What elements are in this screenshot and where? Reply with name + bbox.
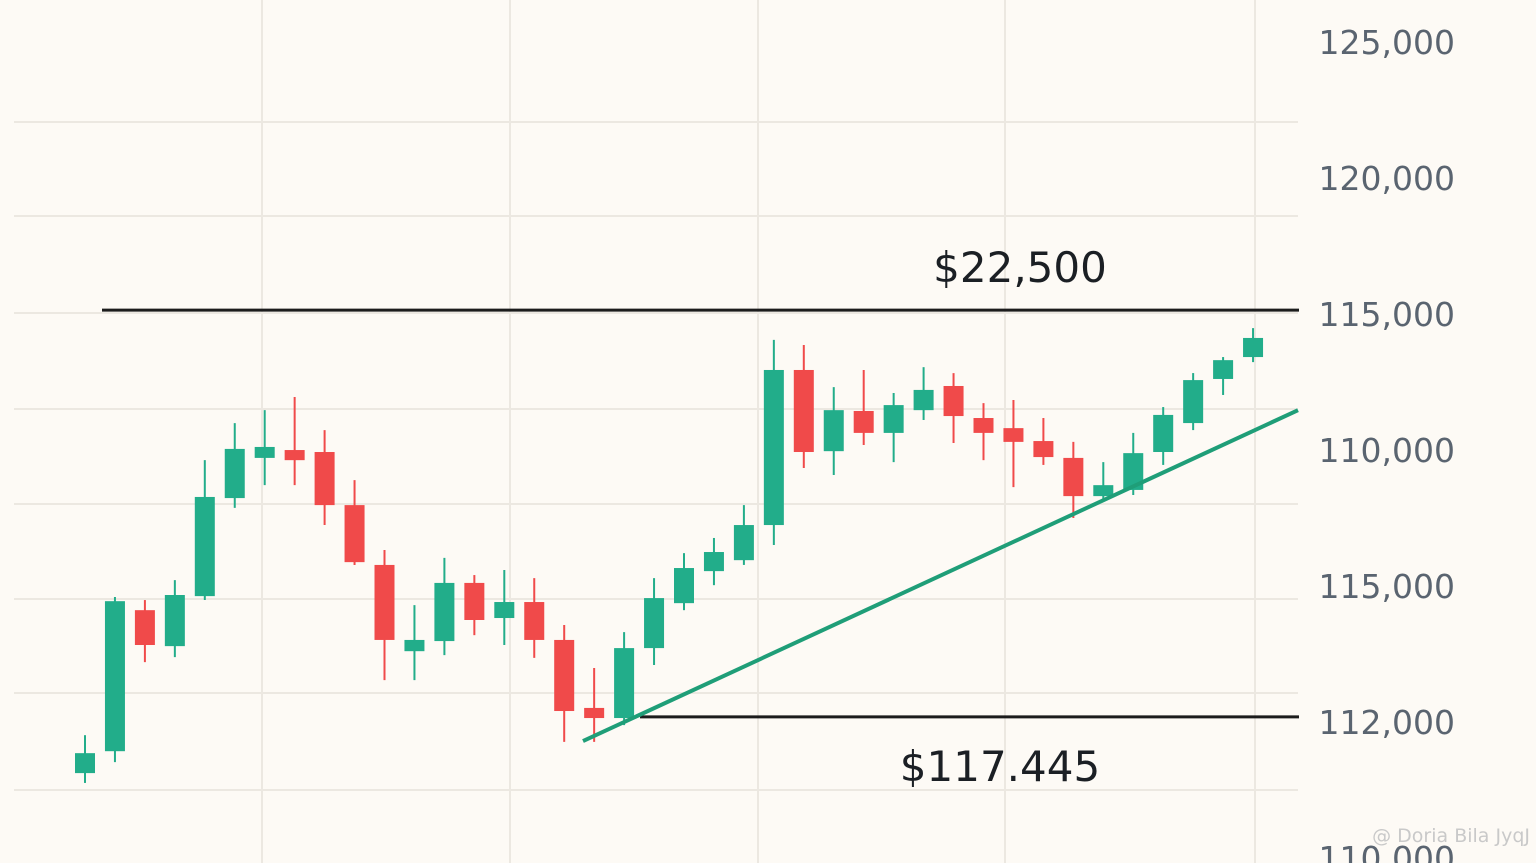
candle-body bbox=[1063, 457, 1084, 497]
trend-line bbox=[582, 408, 1299, 743]
candle-body bbox=[1033, 441, 1054, 458]
candle-body bbox=[494, 602, 515, 619]
resistance-label: $22,500 bbox=[933, 243, 1107, 292]
candle-body bbox=[1153, 414, 1174, 453]
candle-body bbox=[194, 496, 215, 597]
candle-body bbox=[254, 446, 275, 458]
candle-body bbox=[434, 582, 455, 642]
candle-body bbox=[703, 552, 724, 572]
candle-body bbox=[554, 639, 575, 712]
candle-body bbox=[973, 418, 994, 433]
candle-body bbox=[1003, 428, 1024, 442]
candle-body bbox=[404, 639, 425, 652]
candle-body bbox=[943, 385, 964, 417]
candle-body bbox=[524, 602, 545, 640]
y-axis-label: 110,000 bbox=[1319, 431, 1455, 470]
y-axis-label: 112,000 bbox=[1319, 703, 1455, 742]
y-axis-label: 110,000 bbox=[1319, 839, 1455, 863]
y-axis-label: 115,000 bbox=[1319, 295, 1455, 334]
candle-body bbox=[1123, 453, 1144, 490]
candle-body bbox=[674, 568, 694, 604]
candle-body bbox=[853, 410, 874, 433]
candle-body bbox=[464, 582, 485, 621]
candle-body bbox=[913, 389, 934, 411]
candle-body bbox=[1213, 360, 1234, 379]
candle-body bbox=[584, 707, 605, 719]
candle-body bbox=[823, 410, 844, 452]
y-axis-label: 115,000 bbox=[1319, 567, 1455, 606]
candle-body bbox=[1183, 380, 1204, 424]
candle-body bbox=[284, 450, 305, 461]
candle-body bbox=[644, 598, 665, 649]
candle-body bbox=[344, 505, 365, 563]
candle-body bbox=[1243, 337, 1264, 358]
candle-body bbox=[374, 564, 395, 640]
y-axis-label: 120,000 bbox=[1319, 159, 1455, 198]
candle-body bbox=[164, 594, 185, 647]
candle-body bbox=[763, 369, 784, 526]
support-label: $117.445 bbox=[900, 742, 1100, 791]
watermark: @ Doria Bila JyqJ bbox=[1372, 825, 1530, 847]
candle-body bbox=[614, 648, 635, 719]
candle-body bbox=[75, 753, 95, 774]
candle-body bbox=[224, 448, 245, 499]
candle-body bbox=[134, 610, 155, 646]
candle-body bbox=[1093, 485, 1114, 497]
candle-body bbox=[733, 525, 754, 561]
candle-body bbox=[793, 369, 814, 453]
candle-body bbox=[883, 405, 904, 433]
candle-body bbox=[104, 601, 125, 752]
y-axis-label: 125,000 bbox=[1319, 23, 1455, 62]
candle-body bbox=[314, 452, 335, 506]
